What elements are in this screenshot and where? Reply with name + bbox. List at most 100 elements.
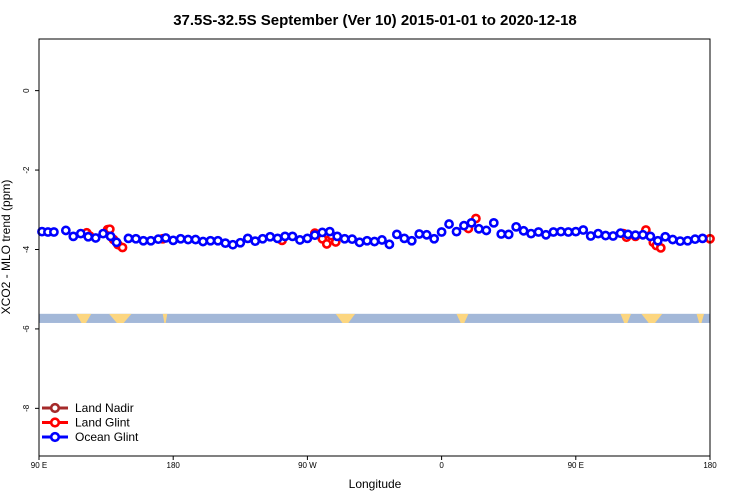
data-point: [160, 233, 171, 243]
data-point: [339, 233, 350, 244]
legend-label: Ocean Glint: [75, 430, 139, 444]
data-point: [429, 233, 440, 244]
data-point: [98, 228, 109, 239]
data-point: [414, 229, 425, 239]
legend-label: Land Nadir: [75, 401, 134, 415]
data-point: [466, 217, 477, 228]
data-point: [518, 225, 529, 236]
data-point: [205, 235, 216, 246]
data-point: [623, 229, 633, 240]
data-points: [37, 213, 715, 253]
data-point: [459, 220, 469, 231]
data-point: [332, 231, 343, 242]
legend-marker: [49, 431, 61, 443]
data-point: [541, 229, 551, 240]
axis-ticks: 90 E 180 90 W 0 90 E 180 0 -2 -4 -6 -8: [22, 88, 717, 470]
data-point: [451, 226, 462, 237]
data-point: [377, 235, 387, 245]
data-point: [175, 233, 186, 244]
data-point: [242, 233, 253, 244]
data-point: [123, 233, 134, 244]
data-point: [49, 227, 59, 237]
data-point: [369, 236, 380, 247]
data-point: [60, 225, 71, 236]
data-point: [235, 237, 246, 248]
y-tick-label: -8: [22, 404, 31, 412]
land-mass: [696, 313, 705, 323]
data-point: [488, 217, 499, 228]
x-tick-label: 180: [703, 461, 717, 470]
land-mass: [76, 313, 92, 323]
data-point: [511, 221, 522, 232]
land-mass: [641, 313, 663, 323]
data-point: [168, 235, 179, 246]
land-mass: [456, 313, 469, 323]
ocean-band: [39, 313, 710, 323]
data-point: [555, 226, 566, 237]
data-point: [585, 231, 596, 241]
data-point: [690, 234, 700, 245]
y-axis-label: XCO2 - MLO trend (ppm): [0, 180, 13, 315]
x-tick-label: 90 W: [298, 461, 317, 470]
data-point: [183, 234, 194, 245]
y-tick-label: -4: [22, 245, 31, 253]
y-tick-label: 0: [22, 88, 31, 93]
land-mass: [109, 313, 132, 323]
legend-marker: [49, 402, 61, 414]
data-point: [391, 229, 402, 240]
data-point: [697, 233, 708, 244]
data-point: [615, 228, 626, 239]
data-point: [652, 235, 663, 246]
data-point: [526, 228, 536, 239]
x-tick-label: 180: [167, 461, 181, 470]
data-point: [324, 226, 335, 237]
data-point: [83, 231, 94, 242]
data-point: [548, 227, 559, 237]
data-point: [321, 239, 332, 249]
legend-label: Land Glint: [75, 416, 130, 430]
data-point: [362, 235, 372, 246]
data-point: [645, 231, 656, 242]
data-point: [227, 239, 238, 250]
data-point: [75, 228, 86, 239]
data-point: [682, 235, 693, 246]
data-point: [563, 227, 574, 237]
data-point: [399, 233, 410, 244]
data-point: [600, 230, 611, 241]
x-tick-label: 90 E: [568, 461, 584, 470]
data-point: [272, 233, 283, 244]
data-point: [198, 236, 208, 247]
chart-title: 37.5S-32.5S September (Ver 10) 2015-01-0…: [173, 12, 577, 29]
data-point: [421, 229, 432, 240]
legend-marker: [49, 417, 61, 428]
data-point: [406, 235, 417, 246]
data-point: [302, 233, 313, 244]
data-point: [473, 223, 484, 234]
data-point: [145, 235, 156, 246]
map-strip: [39, 313, 710, 323]
data-point: [354, 237, 365, 248]
data-point: [90, 233, 101, 243]
data-point: [570, 226, 581, 237]
data-point: [265, 231, 276, 242]
data-point: [660, 231, 671, 242]
x-tick-label: 90 E: [31, 461, 47, 470]
y-tick-label: -6: [22, 325, 31, 333]
data-point: [593, 228, 604, 239]
data-point: [444, 219, 454, 229]
data-point: [503, 229, 514, 240]
data-point: [117, 242, 128, 253]
data-point: [630, 230, 641, 241]
plot-frame: [38, 38, 711, 457]
data-point: [317, 227, 328, 238]
x-tick-label: 0: [439, 461, 444, 470]
land-mass: [162, 313, 168, 323]
data-point: [190, 234, 201, 245]
data-point: [667, 234, 678, 245]
land-mass: [620, 313, 631, 323]
data-point: [481, 225, 492, 236]
y-tick-label: -2: [22, 166, 31, 174]
data-point: [138, 235, 149, 246]
